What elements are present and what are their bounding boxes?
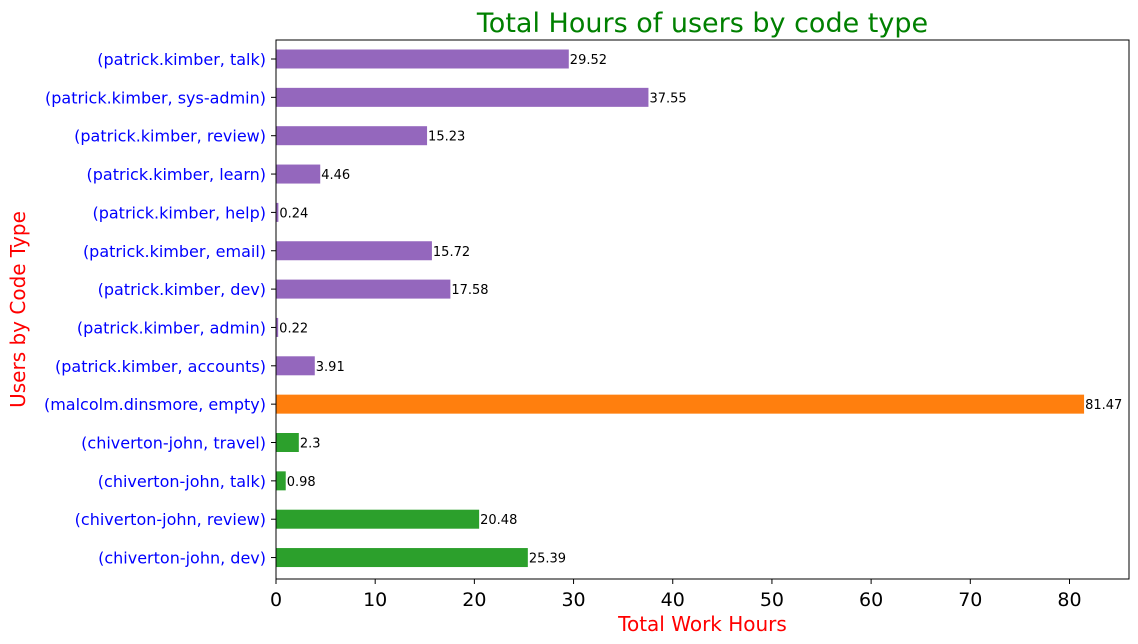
bar-value-label: 15.23 bbox=[428, 130, 465, 145]
bar bbox=[276, 433, 299, 452]
bar bbox=[276, 356, 315, 376]
bar bbox=[276, 509, 480, 529]
plot-area-frame bbox=[275, 39, 1130, 580]
bar bbox=[276, 548, 528, 568]
y-tick-label: (chiverton-john, travel) bbox=[81, 434, 266, 453]
bar bbox=[276, 87, 649, 107]
bar-value-label: 37.55 bbox=[649, 91, 686, 106]
x-tick-label: 80 bbox=[1057, 589, 1081, 611]
y-tick-label: (patrick.kimber, accounts) bbox=[55, 357, 266, 376]
y-tick-label: (patrick.kimber, dev) bbox=[98, 280, 266, 299]
bar-value-label: 4.46 bbox=[321, 168, 350, 183]
y-tick-label: (patrick.kimber, review) bbox=[74, 127, 266, 146]
x-tick-label: 60 bbox=[859, 589, 883, 611]
y-tick-label: (patrick.kimber, talk) bbox=[97, 50, 266, 69]
y-tick-label: (patrick.kimber, help) bbox=[92, 203, 266, 222]
bar-value-label: 20.48 bbox=[480, 513, 517, 528]
bar bbox=[276, 164, 321, 184]
value-labels-layer: 29.52 37.55 15.23 4.46 0.24 15.72 17.58 0.22 3.9… bbox=[279, 53, 1122, 567]
y-tick-label: (patrick.kimber, email) bbox=[83, 242, 266, 261]
bar bbox=[276, 241, 432, 261]
y-tick-label: (patrick.kimber, admin) bbox=[77, 318, 266, 337]
bar bbox=[276, 126, 428, 146]
x-tick-label: 40 bbox=[661, 589, 685, 611]
y-tick-label: (patrick.kimber, learn) bbox=[87, 165, 266, 184]
bar-value-label: 15.72 bbox=[433, 245, 470, 260]
x-tick-label: 50 bbox=[760, 589, 784, 611]
y-tick-label: (chiverton-john, review) bbox=[75, 510, 266, 529]
x-tick-label: 30 bbox=[561, 589, 585, 611]
bar bbox=[276, 202, 279, 222]
bar bbox=[276, 471, 286, 491]
bar-value-label: 81.47 bbox=[1085, 398, 1122, 413]
y-axis-label: Users by Code Type bbox=[6, 211, 30, 408]
bar bbox=[276, 279, 451, 299]
y-tick-label: (chiverton-john, dev) bbox=[98, 549, 266, 568]
y-tick-label: (malcolm.dinsmore, empty) bbox=[44, 395, 266, 414]
bar-value-label: 2.3 bbox=[300, 437, 321, 452]
bar-value-label: 0.24 bbox=[279, 206, 308, 221]
bar-value-label: 29.52 bbox=[570, 53, 607, 68]
bar bbox=[276, 317, 279, 337]
x-tick-label: 0 bbox=[270, 589, 282, 611]
bar-value-label: 0.98 bbox=[287, 475, 316, 490]
y-axis: (patrick.kimber, talk) (patrick.kimber, s… bbox=[44, 50, 276, 568]
x-tick-label: 10 bbox=[363, 589, 387, 611]
x-tick-label: 70 bbox=[958, 589, 982, 611]
x-axis: 0 10 20 30 40 50 60 70 80 bbox=[270, 579, 1082, 611]
x-axis-label: Total Work Hours bbox=[617, 612, 787, 636]
y-tick-label: (chiverton-john, talk) bbox=[98, 472, 266, 491]
chart-title: Total Hours of users by code type bbox=[476, 8, 928, 39]
bar bbox=[276, 394, 1085, 414]
bar-value-label: 0.22 bbox=[279, 321, 308, 336]
y-tick-label: (patrick.kimber, sys-admin) bbox=[45, 88, 266, 107]
bar-value-label: 17.58 bbox=[451, 283, 488, 298]
x-tick-label: 20 bbox=[462, 589, 486, 611]
bar-value-label: 3.91 bbox=[316, 360, 345, 375]
bar bbox=[276, 49, 569, 69]
bars-layer bbox=[276, 49, 1085, 568]
bar-value-label: 25.39 bbox=[529, 552, 566, 567]
